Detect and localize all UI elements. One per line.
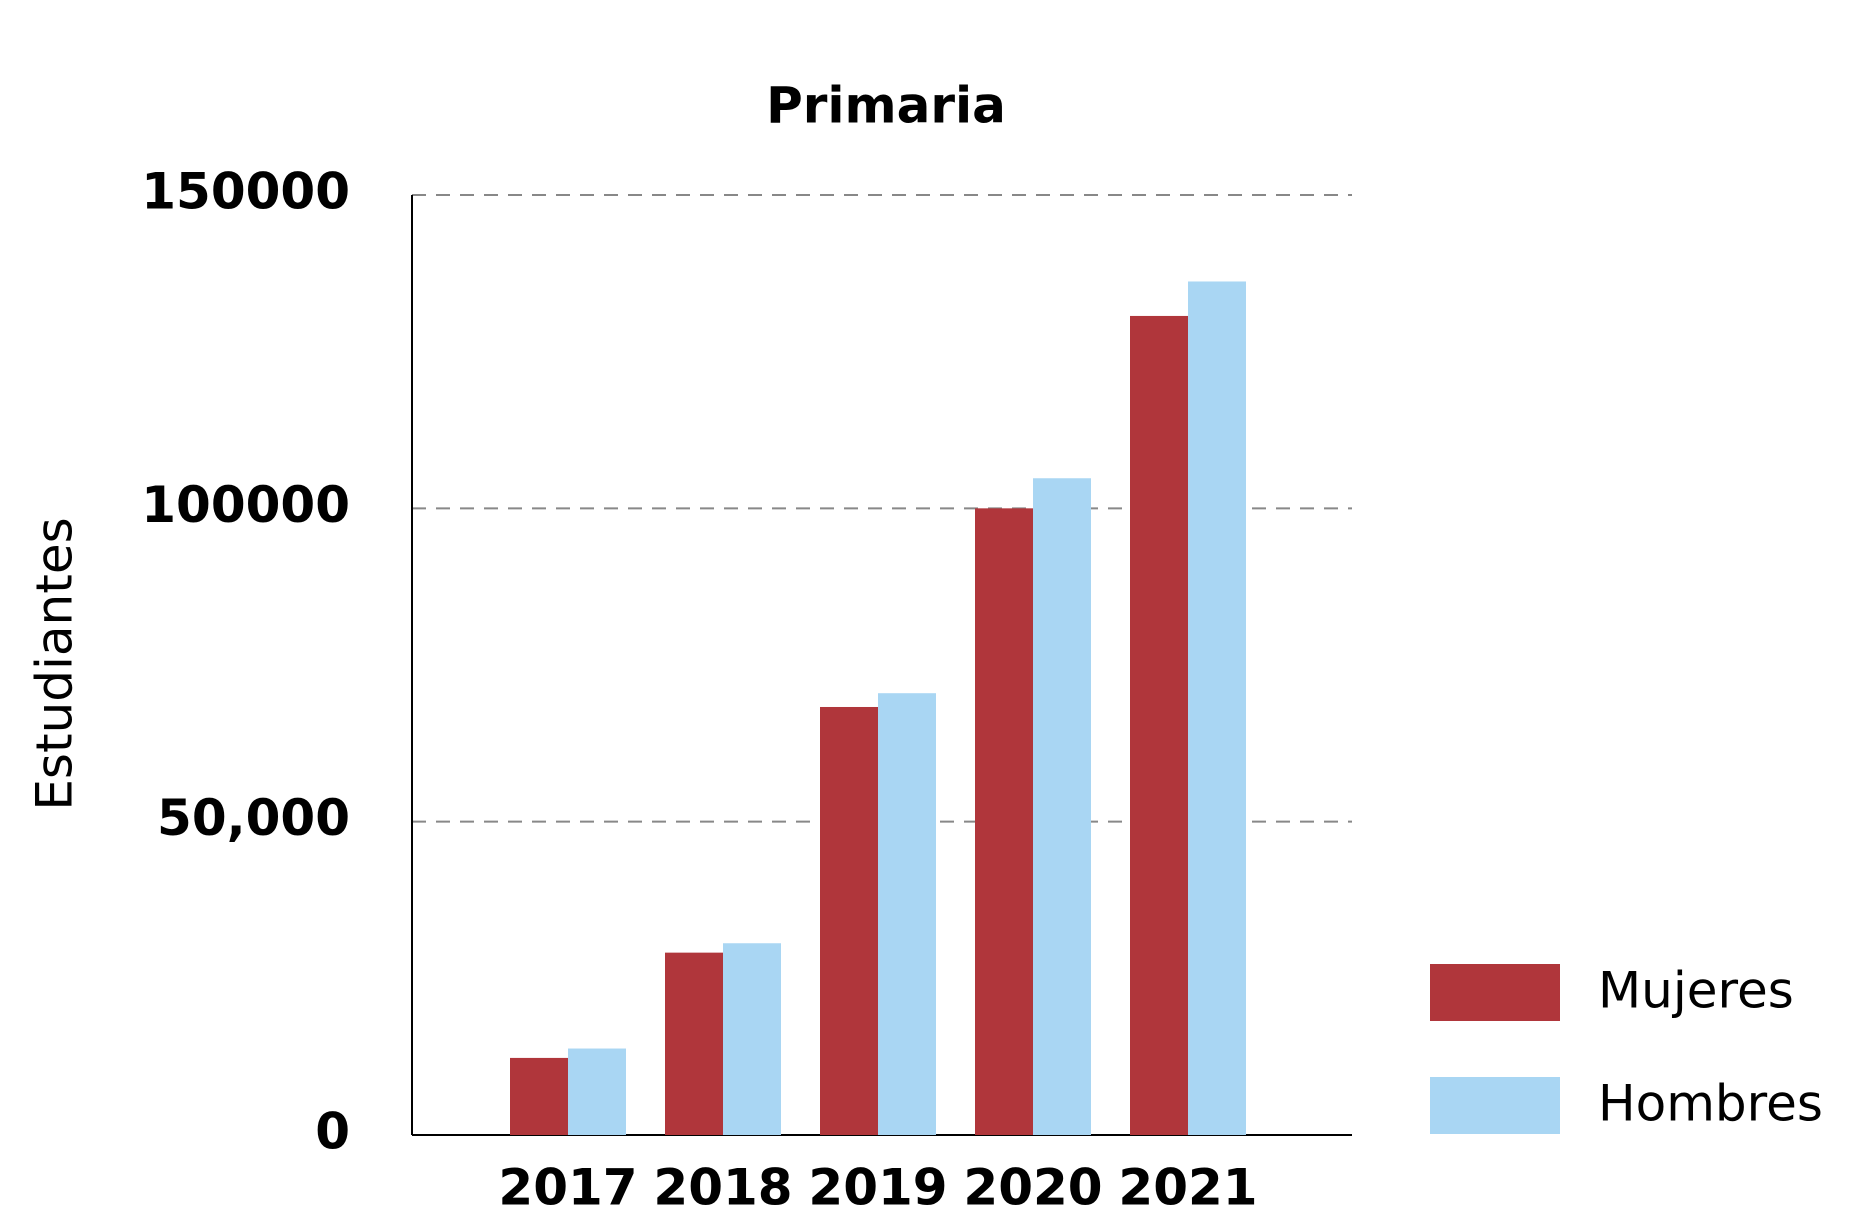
y-tick-label: 150000: [141, 163, 350, 221]
bar: [1188, 281, 1246, 1136]
x-tick-label: 2020: [963, 1159, 1102, 1217]
y-tick-label: 0: [315, 1103, 350, 1161]
legend-swatch: [1430, 1077, 1560, 1134]
bar: [510, 1057, 568, 1135]
chart-title: Primaria: [766, 77, 1006, 135]
y-tick-label: 100000: [141, 476, 350, 534]
x-tick-label: 2018: [653, 1159, 792, 1217]
legend-label: Hombres: [1598, 1075, 1823, 1133]
bar: [878, 693, 936, 1135]
x-tick-label: 2019: [808, 1159, 947, 1217]
legend-label: Mujeres: [1598, 962, 1794, 1020]
bar: [975, 508, 1033, 1135]
y-tick-label: 50,000: [157, 789, 350, 847]
x-tick-label: 2017: [498, 1159, 637, 1217]
x-tick-label: 2021: [1118, 1159, 1257, 1217]
bar: [568, 1048, 626, 1135]
bar: [1033, 478, 1091, 1136]
bar: [1130, 315, 1188, 1135]
y-axis-label: Estudiantes: [26, 517, 84, 810]
legend-swatch: [1430, 964, 1560, 1021]
bar: [665, 952, 723, 1135]
bar: [723, 943, 781, 1135]
bar: [820, 706, 878, 1135]
